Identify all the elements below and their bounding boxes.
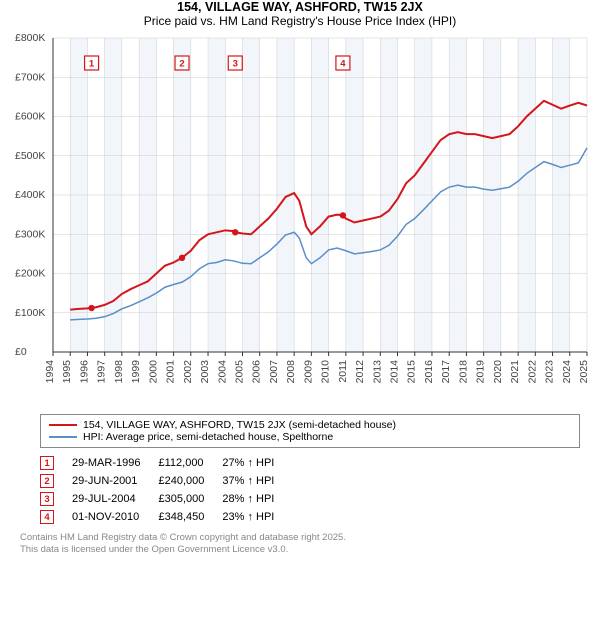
- svg-text:2024: 2024: [561, 360, 573, 384]
- sale-price: £240,000: [158, 472, 222, 490]
- svg-text:£0: £0: [15, 346, 27, 358]
- svg-text:2025: 2025: [578, 360, 590, 384]
- svg-text:£100K: £100K: [15, 307, 45, 319]
- svg-text:2005: 2005: [233, 360, 245, 384]
- sales-table: 1 29-MAR-1996£112,00027% ↑ HPI 2 29-JUN-200…: [40, 454, 292, 526]
- footnote: Contains HM Land Registry data © Crown c…: [20, 532, 600, 557]
- chart-container: 154, VILLAGE WAY, ASHFORD, TW15 2JX Pric…: [0, 0, 600, 620]
- chart-area: £0 £100K £200K £300K £400K £500K £600K £700K £80…: [15, 32, 595, 412]
- svg-text:2012: 2012: [354, 360, 366, 384]
- table-row: 2 29-JUN-2001£240,00037% ↑ HPI: [40, 472, 292, 490]
- legend-label-red: 154, VILLAGE WAY, ASHFORD, TW15 2JX (sem…: [83, 419, 396, 431]
- svg-text:£800K: £800K: [15, 32, 45, 44]
- svg-text:2010: 2010: [320, 360, 332, 384]
- legend-swatch-blue: [49, 436, 77, 438]
- svg-text:2013: 2013: [371, 360, 383, 384]
- sale-marker: 3: [40, 492, 54, 506]
- sale-delta: 37% ↑ HPI: [222, 472, 292, 490]
- legend-item-red: 154, VILLAGE WAY, ASHFORD, TW15 2JX (sem…: [49, 419, 571, 431]
- svg-text:2020: 2020: [492, 360, 504, 384]
- sale-date: 29-MAR-1996: [72, 454, 158, 472]
- legend-label-blue: HPI: Average price, semi-detached house,…: [83, 431, 333, 443]
- sale-marker: 1: [40, 456, 54, 470]
- svg-text:2002: 2002: [182, 360, 194, 384]
- svg-text:3: 3: [233, 59, 238, 70]
- sale-date: 01-NOV-2010: [72, 508, 158, 526]
- svg-text:2008: 2008: [285, 360, 297, 384]
- table-row: 3 29-JUL-2004£305,00028% ↑ HPI: [40, 490, 292, 508]
- sale-price: £305,000: [158, 490, 222, 508]
- svg-text:2004: 2004: [216, 360, 228, 384]
- footnote-line-2: This data is licensed under the Open Gov…: [20, 544, 288, 555]
- svg-text:2022: 2022: [526, 360, 538, 384]
- svg-text:1994: 1994: [44, 360, 56, 384]
- page-title: 154, VILLAGE WAY, ASHFORD, TW15 2JX: [0, 0, 600, 14]
- svg-text:£500K: £500K: [15, 150, 45, 162]
- svg-text:2018: 2018: [457, 360, 469, 384]
- footnote-line-1: Contains HM Land Registry data © Crown c…: [20, 532, 346, 543]
- svg-text:2007: 2007: [268, 360, 280, 384]
- sale-delta: 23% ↑ HPI: [222, 508, 292, 526]
- svg-text:1: 1: [89, 59, 95, 70]
- svg-text:2003: 2003: [199, 360, 211, 384]
- sale-price: £348,450: [158, 508, 222, 526]
- sale-marker: 4: [40, 510, 54, 524]
- svg-text:2017: 2017: [440, 360, 452, 384]
- svg-text:£600K: £600K: [15, 111, 45, 123]
- svg-text:1998: 1998: [113, 360, 125, 384]
- svg-text:£200K: £200K: [15, 268, 45, 280]
- svg-text:2011: 2011: [337, 360, 349, 383]
- svg-text:2014: 2014: [389, 360, 401, 384]
- svg-text:2019: 2019: [475, 360, 487, 384]
- svg-text:£300K: £300K: [15, 228, 45, 240]
- sale-marker: 2: [40, 474, 54, 488]
- svg-text:2016: 2016: [423, 360, 435, 384]
- svg-text:2023: 2023: [544, 360, 556, 384]
- svg-text:1995: 1995: [61, 360, 73, 384]
- legend: 154, VILLAGE WAY, ASHFORD, TW15 2JX (sem…: [40, 414, 580, 448]
- legend-item-blue: HPI: Average price, semi-detached house,…: [49, 431, 571, 443]
- svg-text:2009: 2009: [302, 360, 314, 384]
- svg-text:1996: 1996: [78, 360, 90, 384]
- svg-text:£700K: £700K: [15, 71, 45, 83]
- legend-swatch-red: [49, 424, 77, 426]
- svg-text:2001: 2001: [165, 360, 177, 384]
- svg-text:2021: 2021: [509, 360, 521, 384]
- svg-text:£400K: £400K: [15, 189, 45, 201]
- table-row: 1 29-MAR-1996£112,00027% ↑ HPI: [40, 454, 292, 472]
- svg-text:2006: 2006: [251, 360, 263, 384]
- page-subtitle: Price paid vs. HM Land Registry's House …: [0, 14, 600, 28]
- svg-text:4: 4: [340, 59, 346, 70]
- svg-text:2015: 2015: [406, 360, 418, 384]
- sale-delta: 27% ↑ HPI: [222, 454, 292, 472]
- svg-text:1999: 1999: [130, 360, 142, 384]
- sale-price: £112,000: [158, 454, 222, 472]
- svg-text:2000: 2000: [147, 360, 159, 384]
- svg-text:1997: 1997: [96, 360, 108, 384]
- svg-text:2: 2: [179, 59, 184, 70]
- sale-date: 29-JUL-2004: [72, 490, 158, 508]
- sale-delta: 28% ↑ HPI: [222, 490, 292, 508]
- sale-date: 29-JUN-2001: [72, 472, 158, 490]
- chart-svg: £0 £100K £200K £300K £400K £500K £600K £700K £80…: [15, 32, 595, 412]
- table-row: 4 01-NOV-2010£348,45023% ↑ HPI: [40, 508, 292, 526]
